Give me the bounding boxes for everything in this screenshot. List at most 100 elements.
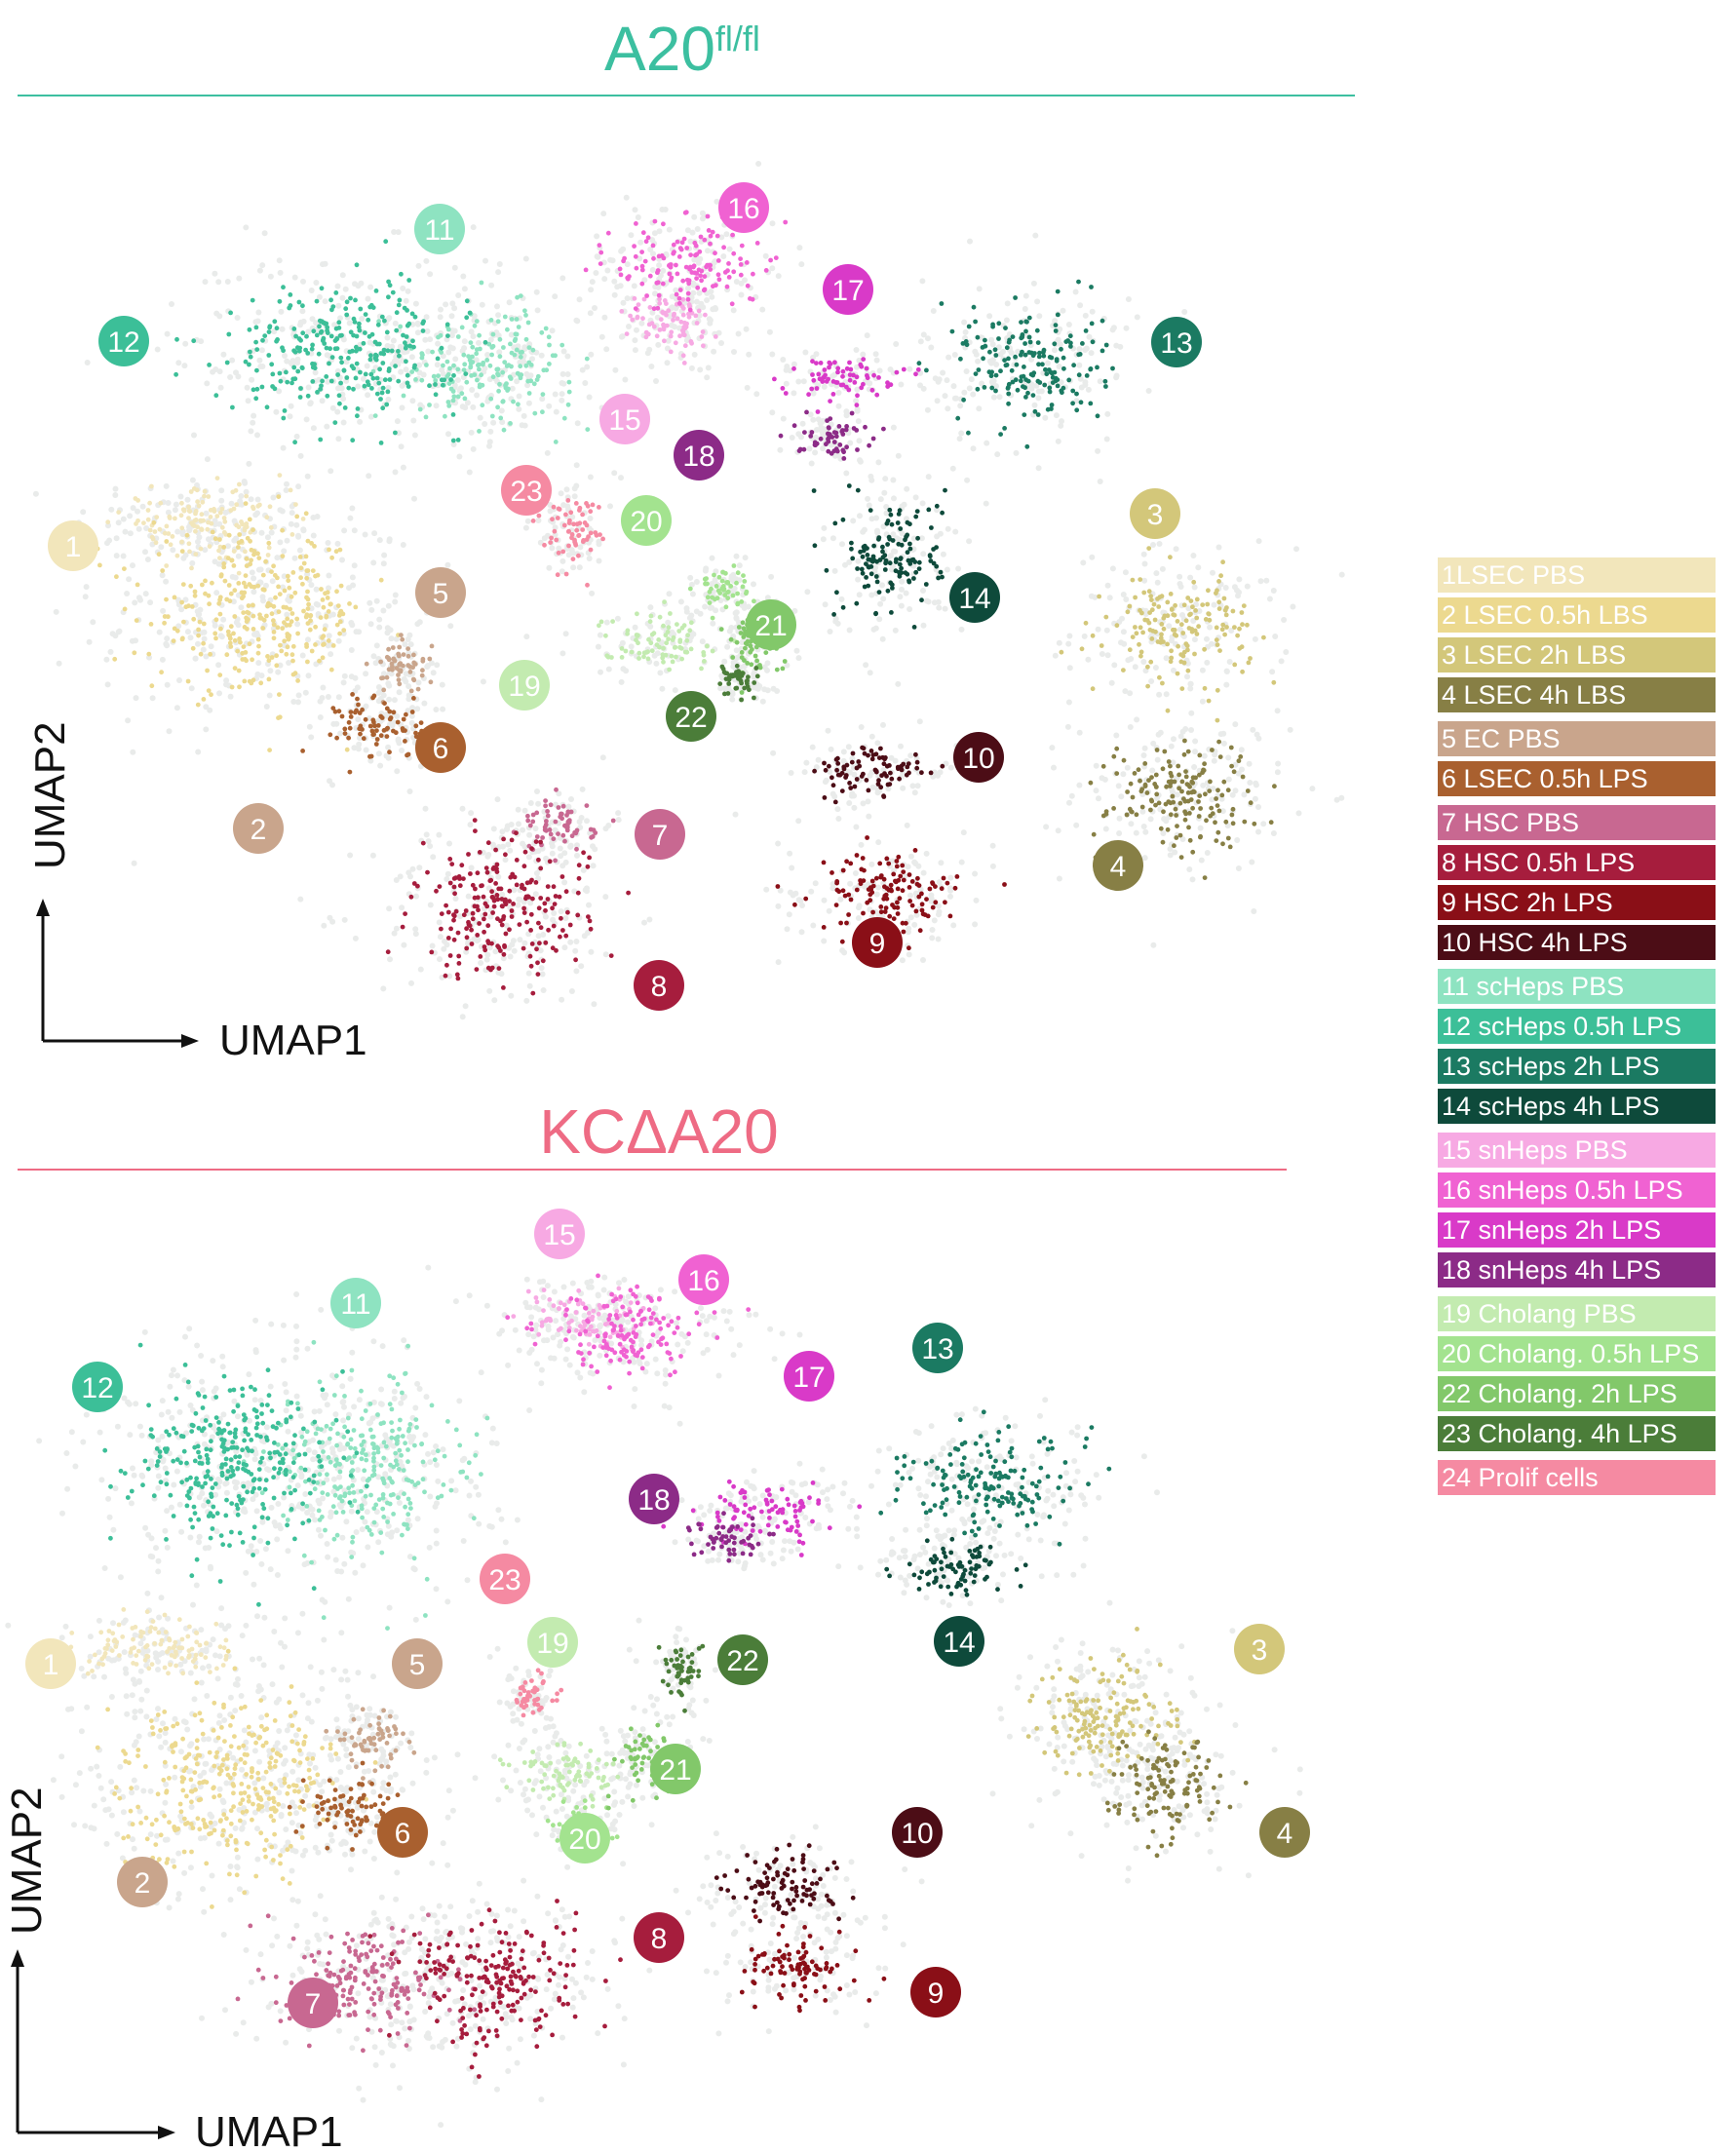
background-point (743, 326, 750, 332)
cluster-point (353, 604, 359, 610)
background-point (622, 376, 629, 383)
background-point (1174, 791, 1180, 798)
background-point (1102, 826, 1109, 832)
cluster-point (397, 297, 403, 303)
cluster-point (266, 353, 272, 358)
background-point (484, 853, 491, 860)
background-point (543, 855, 550, 862)
background-point (159, 572, 166, 579)
cluster-point (213, 393, 219, 399)
cluster-point (1237, 626, 1242, 632)
cluster-point (898, 557, 904, 561)
background-point (788, 770, 794, 776)
background-point (367, 757, 374, 764)
background-point (827, 768, 833, 775)
cluster-point (1010, 334, 1016, 339)
cluster-point (212, 536, 218, 542)
background-point (1045, 360, 1051, 366)
background-point (842, 561, 848, 568)
background-point (873, 357, 880, 364)
background-point (388, 671, 395, 677)
background-point (532, 891, 539, 898)
cluster-point (216, 600, 222, 606)
cluster-point (171, 638, 176, 643)
cluster-point (1214, 838, 1219, 843)
cluster-point (511, 399, 516, 404)
cluster-point (558, 934, 562, 940)
background-point (492, 948, 499, 955)
cluster-point (515, 294, 520, 300)
background-point (133, 637, 138, 644)
background-point (409, 398, 416, 404)
cluster-point (907, 885, 912, 890)
background-point (947, 893, 953, 900)
cluster-point (477, 332, 482, 338)
background-point (1118, 793, 1125, 800)
background-point (584, 364, 591, 370)
cluster-point (559, 342, 565, 348)
background-point (341, 672, 348, 679)
cluster-point (866, 788, 871, 793)
background-point (366, 339, 373, 346)
background-point (936, 911, 942, 918)
background-point (1113, 372, 1120, 379)
cluster-point (1171, 799, 1177, 805)
cluster-point (1055, 288, 1061, 294)
background-point (559, 397, 565, 404)
cluster-point (134, 618, 139, 623)
cluster-point (844, 920, 849, 926)
background-point (326, 633, 332, 639)
background-point (500, 955, 507, 962)
cluster-point (384, 726, 389, 732)
cluster-point (276, 494, 282, 499)
cluster-point (239, 538, 245, 544)
cluster-point (237, 481, 242, 487)
background-point (1055, 336, 1061, 343)
cluster-point (1168, 763, 1173, 769)
background-point (212, 270, 218, 277)
background-point (396, 689, 403, 696)
cluster-point (1218, 573, 1223, 579)
cluster-point (219, 506, 225, 512)
cluster-point (554, 787, 559, 792)
cluster-point (1214, 625, 1219, 631)
cluster-point (146, 651, 152, 657)
background-point (459, 805, 466, 812)
background-point (525, 970, 532, 977)
cluster-point (214, 476, 220, 480)
cluster-point (374, 737, 380, 742)
background-point (967, 238, 973, 245)
background-point (574, 842, 580, 849)
cluster-point (868, 885, 873, 891)
background-point (789, 435, 795, 441)
cluster-point (878, 909, 884, 915)
cluster-point (493, 881, 498, 886)
background-point (435, 340, 442, 347)
background-point (1064, 723, 1071, 730)
cluster-point (941, 875, 946, 881)
cluster-point (861, 548, 867, 554)
background-point (847, 440, 854, 446)
background-point (940, 551, 946, 557)
cluster-point (1028, 350, 1034, 356)
background-point (874, 740, 881, 747)
cluster-point (298, 386, 303, 391)
cluster-point (148, 622, 154, 627)
background-point (821, 383, 828, 390)
cluster-point (542, 901, 548, 906)
background-point (399, 904, 405, 911)
background-point (310, 515, 317, 520)
background-point (504, 826, 511, 832)
background-point (1234, 837, 1241, 843)
cluster-point (448, 377, 453, 382)
background-point (1199, 698, 1206, 705)
background-point (1093, 788, 1099, 794)
background-point (115, 519, 122, 526)
cluster-point (462, 396, 468, 402)
background-point (1153, 570, 1160, 577)
background-point (568, 796, 574, 802)
background-point (651, 652, 658, 659)
background-point (857, 513, 863, 519)
background-point (1228, 628, 1235, 634)
cluster-point (395, 719, 401, 725)
